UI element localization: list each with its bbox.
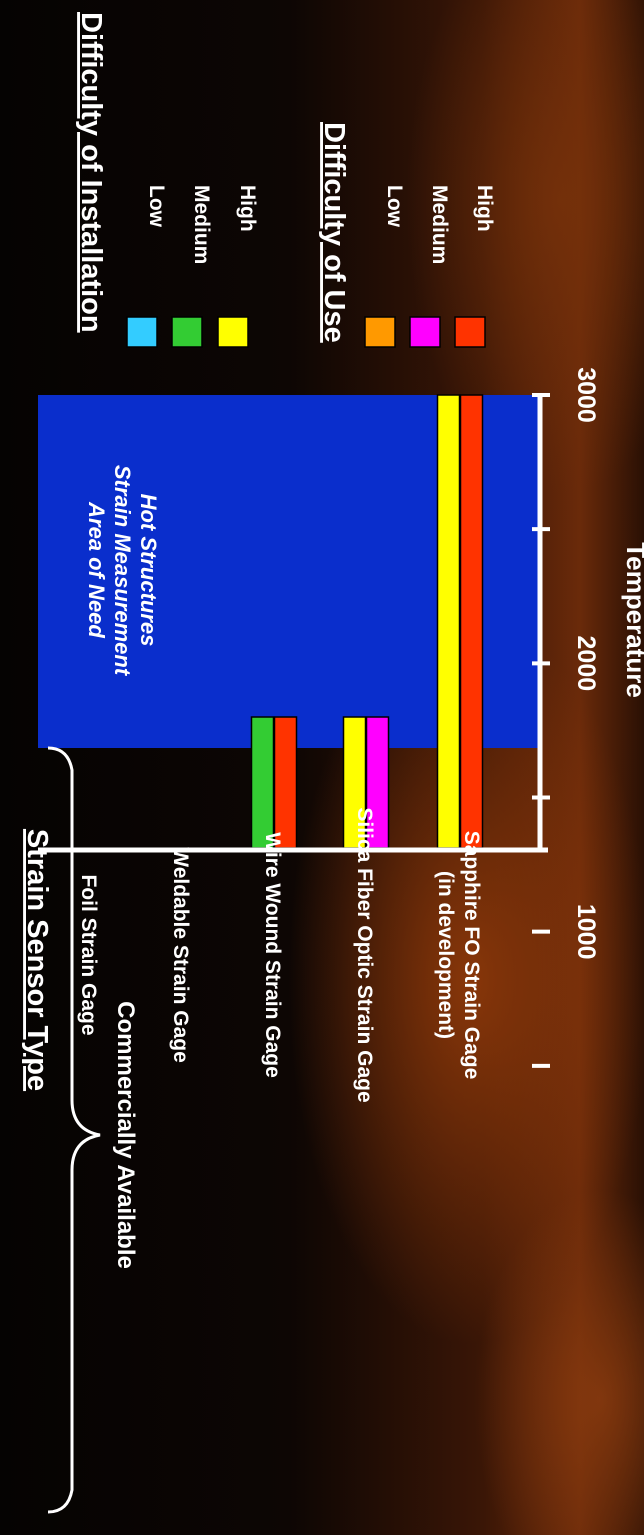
- category-label-line: Sapphire FO Strain Gage: [460, 831, 483, 1080]
- legend-swatch-installation-medium: [171, 316, 203, 348]
- bar-use-3: [273, 716, 298, 849]
- bars-group: [250, 394, 484, 849]
- category-label-line: Weldable Strain Gage: [169, 847, 192, 1063]
- category-label-2: Weldable Strain Gage: [169, 847, 192, 1063]
- category-label-1: Foil Strain Gage: [77, 874, 100, 1035]
- legend-label-installation-high: High: [236, 185, 259, 232]
- category-label-line: (in development): [434, 871, 457, 1039]
- category-label-5: Sapphire FO Strain Gage(in development): [434, 831, 483, 1080]
- bar-installation-5: [436, 394, 461, 849]
- tick-label-1: 1000: [572, 904, 600, 960]
- commercially-available-bracket: [47, 746, 101, 1514]
- legend-label-installation-low: Low: [145, 185, 168, 228]
- temperature-ticks: 1000 2000 3000: [532, 367, 600, 1068]
- legend-label-use-medium: Medium: [428, 185, 451, 264]
- legend-swatch-installation-high: [217, 316, 249, 348]
- legend-title-installation: Difficulty of Installation: [75, 12, 107, 333]
- category-label-line: Foil Strain Gage: [77, 874, 100, 1035]
- legend-label-installation-medium: Medium: [190, 185, 213, 264]
- area-of-need-line-2: Strain Measurement: [110, 465, 135, 677]
- commercially-available-label: Commercially Available: [112, 1001, 139, 1269]
- sensor-type-heading: Strain Sensor Type: [21, 829, 53, 1091]
- bar-installation-3: [250, 716, 275, 849]
- legend-swatch-use-medium: [409, 316, 441, 348]
- legend-swatch-use-high: [454, 316, 486, 348]
- category-label-4: Silica Fiber Optic Strain Gage: [353, 807, 376, 1102]
- tick-label-3: 3000: [572, 367, 600, 423]
- area-of-need-line-1: Hot Structures: [136, 494, 161, 647]
- bar-use-5: [459, 394, 484, 849]
- legend-label-use-high: High: [473, 185, 496, 232]
- category-label-line: Silica Fiber Optic Strain Gage: [353, 807, 376, 1102]
- category-label-line: Wire Wound Strain Gage: [261, 832, 284, 1078]
- legend-title-use: Difficulty of Use: [318, 122, 350, 343]
- temperature-axis-title: Temperature: [621, 542, 644, 698]
- legend-label-use-low: Low: [383, 185, 406, 228]
- area-of-need-line-3: Area of Need: [84, 501, 109, 638]
- legend-swatch-use-low: [364, 316, 396, 348]
- area-of-need-label: Hot Structures Strain Measurement Area o…: [84, 465, 161, 677]
- tick-label-2: 2000: [572, 636, 600, 692]
- category-label-3: Wire Wound Strain Gage: [261, 832, 284, 1078]
- legend: Difficulty of Installation Low Medium High D…: [75, 12, 496, 348]
- category-labels: Foil Strain Gage Weldable Strain Gage Wire…: [77, 807, 483, 1102]
- legend-swatch-installation-low: [126, 316, 158, 348]
